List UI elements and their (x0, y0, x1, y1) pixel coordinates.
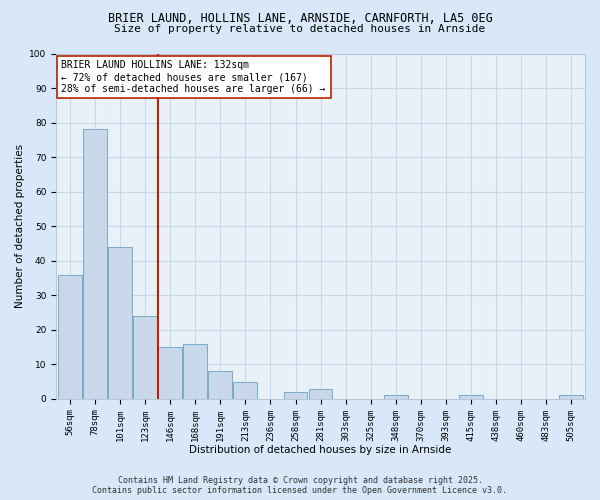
Text: Contains HM Land Registry data © Crown copyright and database right 2025.
Contai: Contains HM Land Registry data © Crown c… (92, 476, 508, 495)
Bar (284, 392, 307, 399)
Bar (559, 396, 583, 399)
Bar (184, 344, 207, 399)
Bar (108, 247, 132, 399)
Text: Size of property relative to detached houses in Arnside: Size of property relative to detached ho… (115, 24, 485, 34)
Text: BRIER LAUND HOLLINS LANE: 132sqm
← 72% of detached houses are smaller (167)
28% : BRIER LAUND HOLLINS LANE: 132sqm ← 72% o… (61, 60, 326, 94)
Bar (58, 274, 82, 399)
X-axis label: Distribution of detached houses by size in Arnside: Distribution of detached houses by size … (190, 445, 452, 455)
Bar (83, 130, 107, 399)
Text: BRIER LAUND, HOLLINS LANE, ARNSIDE, CARNFORTH, LA5 0EG: BRIER LAUND, HOLLINS LANE, ARNSIDE, CARN… (107, 12, 493, 26)
Bar (233, 382, 257, 399)
Bar (308, 388, 332, 399)
Bar (158, 347, 182, 399)
Bar (208, 371, 232, 399)
Bar (384, 396, 407, 399)
Y-axis label: Number of detached properties: Number of detached properties (15, 144, 25, 308)
Bar (459, 396, 483, 399)
Bar (133, 316, 157, 399)
